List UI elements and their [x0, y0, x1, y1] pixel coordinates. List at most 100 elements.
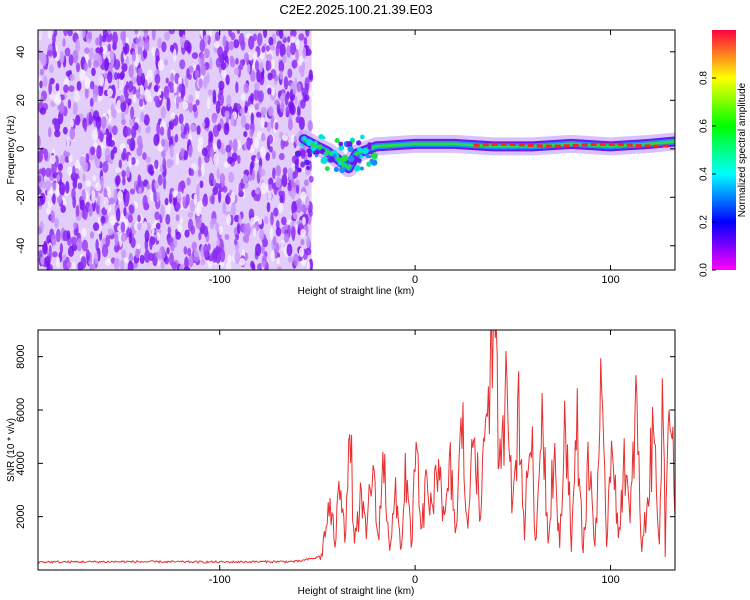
noise-speckle — [72, 196, 77, 209]
noise-speckle — [131, 125, 137, 139]
noise-speckle — [52, 193, 56, 205]
noise-speckle — [195, 215, 202, 230]
noise-speckle — [296, 82, 302, 93]
noise-speckle — [84, 87, 89, 99]
ridge-core — [545, 144, 552, 148]
noise-speckle — [85, 179, 92, 187]
noise-speckle — [126, 138, 131, 145]
noise-speckle — [177, 223, 183, 233]
noise-speckle — [281, 134, 289, 142]
noise-speckle — [112, 108, 117, 119]
noise-speckle — [201, 147, 208, 157]
noise-speckle — [107, 88, 113, 98]
snr-x-axis-label: Height of straight line (km) — [298, 586, 415, 597]
noise-speckle — [171, 261, 178, 270]
noise-speckle — [123, 84, 130, 99]
noise-speckle — [193, 193, 198, 206]
noise-speckle — [225, 262, 232, 270]
noise-speckle — [163, 58, 168, 66]
noise-speckle — [68, 54, 74, 66]
spectrogram-y-tick-label: 0 — [15, 146, 27, 152]
noise-speckle — [95, 37, 100, 46]
noise-speckle — [77, 182, 83, 190]
noise-speckle — [267, 72, 273, 81]
noise-speckle — [84, 47, 90, 54]
noise-speckle — [287, 219, 291, 228]
noise-speckle — [243, 130, 248, 138]
noise-speckle — [250, 112, 254, 124]
noise-speckle — [125, 166, 130, 179]
noise-speckle — [139, 254, 145, 265]
noise-speckle — [189, 199, 195, 212]
ridge-speckle — [369, 150, 373, 155]
noise-speckle — [267, 190, 272, 203]
noise-speckle — [219, 248, 226, 263]
noise-speckle — [306, 235, 311, 249]
noise-speckle — [155, 228, 162, 235]
noise-speckle — [92, 94, 98, 102]
noise-speckle — [178, 30, 184, 38]
noise-speckle — [79, 155, 86, 167]
noise-speckle — [302, 47, 307, 59]
noise-speckle — [156, 232, 161, 241]
ridge-core — [563, 144, 570, 148]
noise-speckle — [116, 72, 121, 80]
noise-speckle — [244, 234, 250, 244]
noise-speckle — [157, 59, 165, 71]
noise-speckle — [175, 95, 180, 110]
noise-speckle — [304, 83, 309, 96]
snr-y-tick-label: 2000 — [15, 504, 27, 528]
noise-speckle — [255, 243, 262, 257]
noise-speckle — [138, 142, 144, 151]
noise-speckle — [38, 135, 41, 149]
noise-speckle — [198, 136, 204, 146]
noise-speckle — [107, 71, 113, 84]
spectrogram-noise-region — [38, 30, 314, 270]
noise-speckle — [55, 228, 61, 243]
noise-speckle — [304, 247, 312, 256]
noise-speckle — [259, 146, 267, 159]
noise-speckle — [73, 91, 80, 103]
noise-speckle — [145, 156, 151, 163]
noise-speckle — [227, 254, 232, 264]
noise-speckle — [94, 252, 99, 265]
noise-speckle — [161, 138, 166, 147]
ridge-speckle — [300, 143, 304, 147]
noise-speckle — [162, 176, 167, 190]
ridge-speckle — [356, 140, 362, 146]
noise-speckle — [40, 180, 47, 189]
noise-speckle — [47, 197, 53, 209]
noise-speckle — [261, 46, 266, 53]
noise-speckle — [140, 72, 146, 86]
noise-speckle — [235, 81, 239, 94]
noise-speckle — [208, 131, 214, 144]
noise-speckle — [95, 239, 99, 252]
spectrogram-ridge — [294, 130, 675, 178]
noise-speckle — [69, 127, 76, 141]
noise-speckle — [266, 201, 271, 213]
noise-speckle — [297, 198, 302, 206]
noise-speckle — [112, 31, 118, 46]
ridge-speckle — [367, 142, 372, 147]
noise-speckle — [268, 146, 273, 153]
noise-speckle — [229, 55, 234, 63]
noise-speckle — [124, 257, 129, 264]
noise-speckle — [75, 38, 80, 53]
noise-speckle — [222, 201, 227, 215]
noise-speckle — [245, 222, 251, 237]
noise-speckle — [45, 179, 51, 192]
noise-speckle — [215, 100, 221, 114]
noise-speckle — [185, 193, 190, 206]
noise-speckle — [243, 222, 247, 236]
ridge-speckle — [359, 154, 363, 159]
noise-speckle — [308, 69, 313, 81]
noise-speckle — [200, 52, 205, 66]
noise-speckle — [216, 168, 220, 180]
noise-speckle — [282, 167, 288, 175]
spectrogram-x-tick-label: 100 — [601, 274, 619, 286]
noise-speckle — [226, 94, 232, 108]
noise-speckle — [201, 162, 205, 177]
noise-speckle — [64, 156, 70, 163]
noise-speckle — [95, 115, 102, 129]
snr-y-tick-label: 6000 — [15, 398, 27, 422]
